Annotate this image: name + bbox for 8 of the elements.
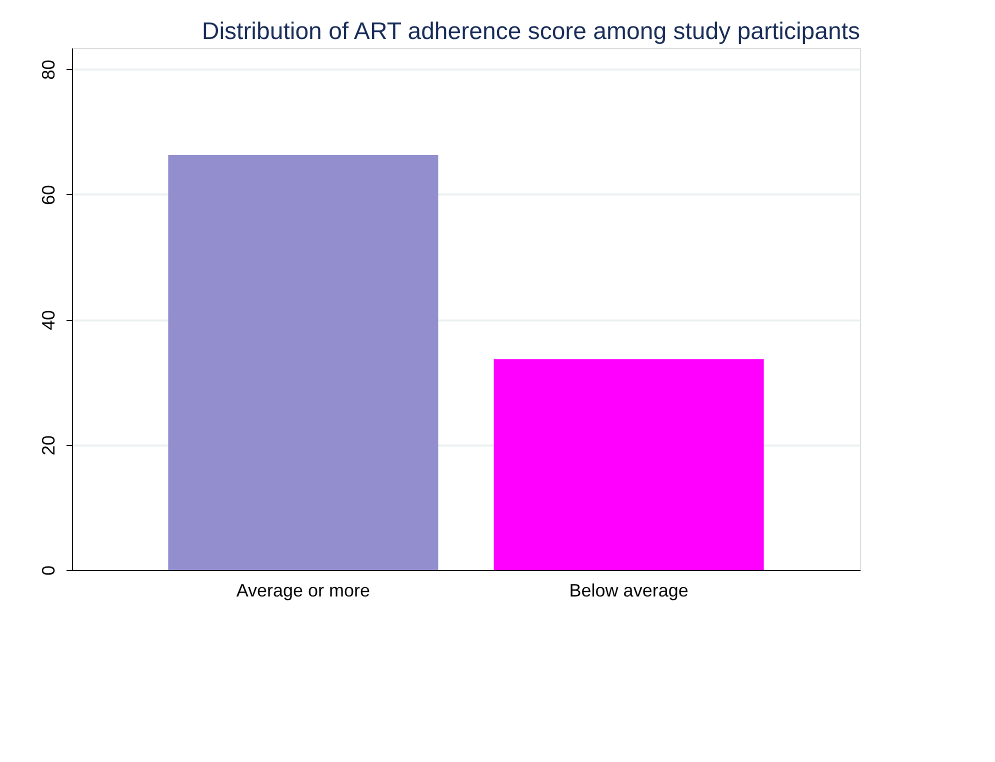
- x-tick-label: Below average: [569, 580, 688, 600]
- y-tick-label: 60: [38, 184, 58, 205]
- y-tick-label: 80: [38, 60, 58, 80]
- chart-title: Distribution of ART adherence score among study participants: [202, 18, 860, 45]
- y-tick-label: 0: [38, 565, 58, 576]
- y-tick-label: 20: [38, 435, 58, 456]
- y-tick-label: 40: [38, 310, 58, 330]
- x-tick-label: Average or more: [236, 580, 370, 600]
